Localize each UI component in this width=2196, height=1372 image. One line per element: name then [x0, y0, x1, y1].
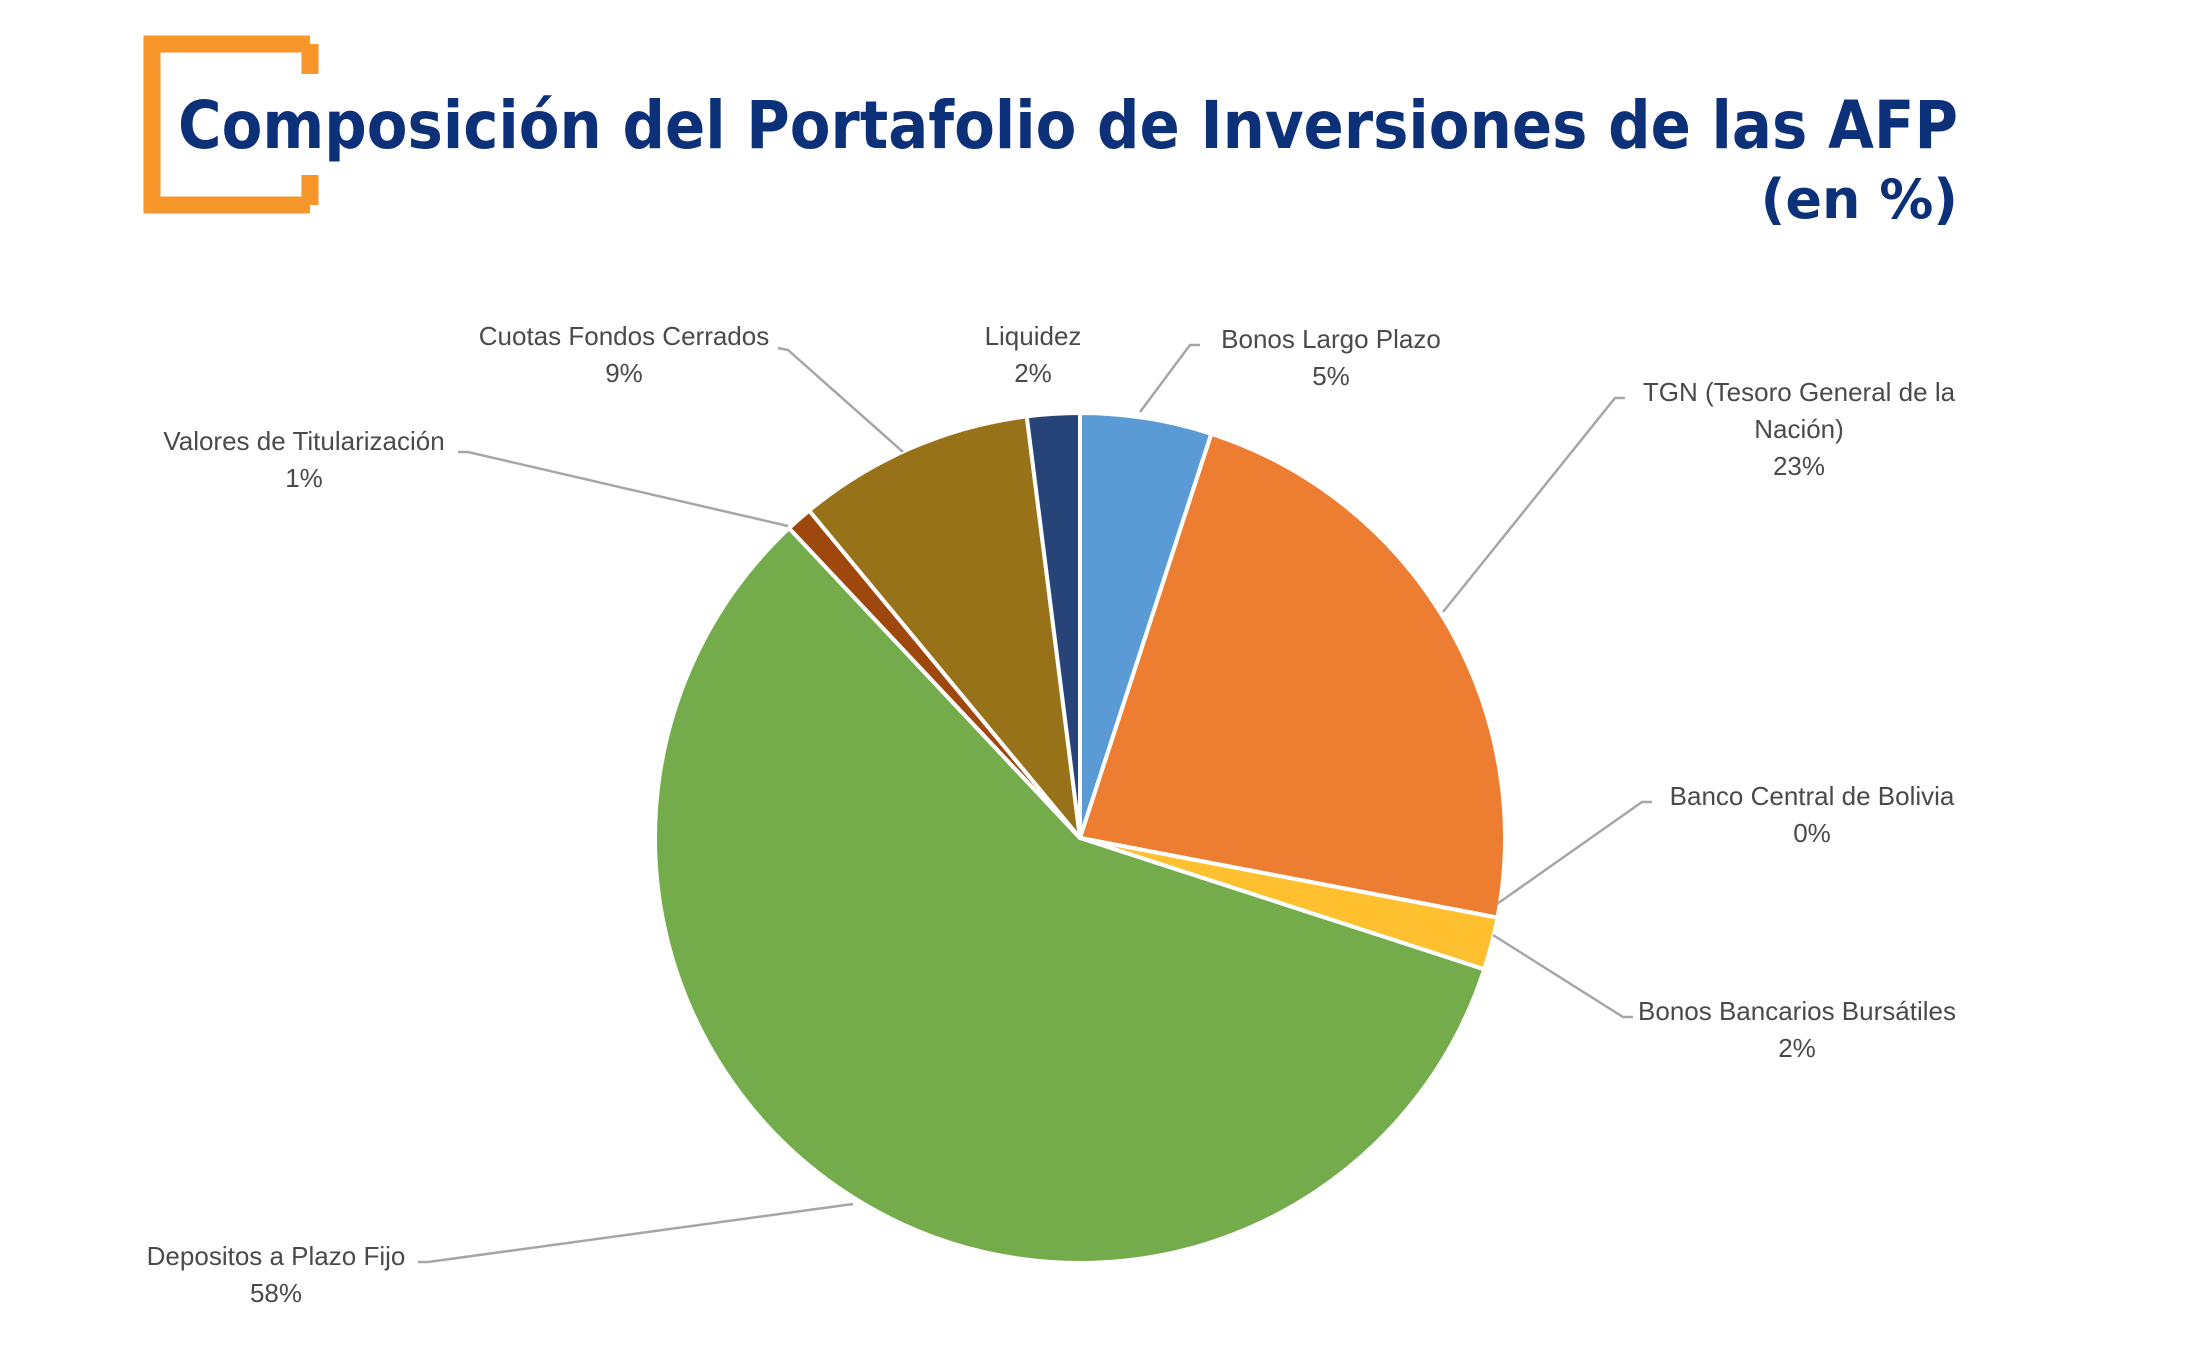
page-title: Composición del Portafolio de Inversione…: [178, 87, 1958, 164]
slice-label: Depositos a Plazo Fijo: [147, 1241, 406, 1271]
slice-value-label: 9%: [605, 358, 643, 388]
pie-slice: [807, 414, 1082, 840]
leader-line: [1442, 396, 1625, 613]
slice-label: Bonos Largo Plazo: [1221, 324, 1441, 354]
slice-value-label: 1%: [285, 463, 323, 493]
slice-label: Banco Central de Bolivia: [1670, 781, 1955, 811]
slice-value-label: 58%: [250, 1278, 302, 1308]
pie: [653, 411, 1507, 1265]
slice-label: Bonos Bancarios Bursátiles: [1638, 996, 1956, 1026]
pie-slice: [1024, 411, 1082, 840]
header-bracket-decoration: [143, 35, 310, 214]
slice-value-label: 2%: [1014, 358, 1052, 388]
slice-label: TGN (Tesoro General de la: [1643, 377, 1956, 407]
leader-line: [418, 1202, 854, 1264]
pie-slice: [653, 526, 1487, 1265]
page-subtitle: (en %): [1761, 168, 1958, 231]
slice-value-label: 23%: [1773, 451, 1825, 481]
leader-line: [1492, 933, 1633, 1019]
slice-value-label: 5%: [1312, 361, 1350, 391]
slice-label: Liquidez: [985, 321, 1082, 351]
leader-line: [1496, 800, 1652, 906]
slice-value-label: 2%: [1778, 1033, 1816, 1063]
slice-label: Cuotas Fondos Cerrados: [479, 321, 769, 351]
data-labels: Bonos Largo Plazo 5% TGN (Tesoro General d…: [147, 321, 1956, 1308]
slice-label: Valores de Titularización: [163, 426, 444, 456]
leader-lines: [418, 343, 1652, 1264]
leader-line: [458, 450, 789, 528]
leader-line: [777, 346, 904, 453]
slice-label: Nación): [1754, 414, 1844, 444]
slice-value-label: 0%: [1793, 818, 1831, 848]
pie-slice: [1078, 431, 1507, 920]
leader-line: [1138, 343, 1200, 413]
